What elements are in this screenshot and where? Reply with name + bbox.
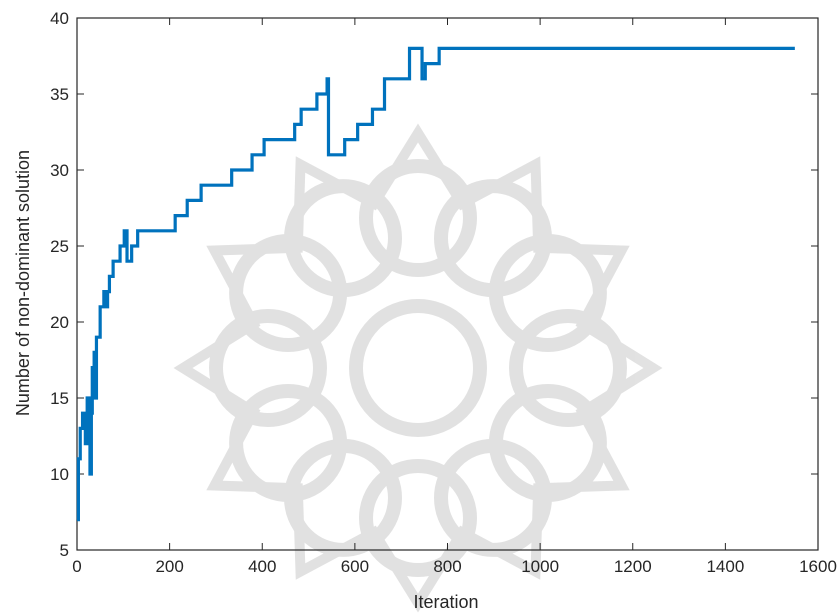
watermark-petal xyxy=(284,179,402,298)
watermark-petal xyxy=(509,309,627,427)
y-tick-label: 20 xyxy=(50,313,69,332)
y-tick-label: 35 xyxy=(50,85,69,104)
x-tick-label: 400 xyxy=(248,557,276,576)
watermark-ornament xyxy=(173,123,663,613)
watermark-petal xyxy=(488,234,607,352)
watermark-petal xyxy=(229,234,348,352)
x-tick-label: 600 xyxy=(341,557,369,576)
y-tick-label: 15 xyxy=(50,389,69,408)
watermark-petal xyxy=(229,384,348,502)
watermark-petal xyxy=(488,384,607,502)
x-axis-label: Iteration xyxy=(413,592,478,612)
x-tick-label: 1000 xyxy=(521,557,559,576)
x-tick-label: 200 xyxy=(155,557,183,576)
y-tick-label: 25 xyxy=(50,237,69,256)
x-tick-label: 1200 xyxy=(614,557,652,576)
y-tick-label: 5 xyxy=(60,541,69,560)
watermark-petal xyxy=(434,179,552,298)
y-tick-label: 40 xyxy=(50,9,69,28)
series-layer xyxy=(76,46,795,522)
y-tick-label: 10 xyxy=(50,465,69,484)
x-tick-label: 1400 xyxy=(706,557,744,576)
watermark-star xyxy=(173,123,663,613)
watermark-petal xyxy=(359,459,477,577)
axis-ticks: 0 200 400 600 800 1000 1200 1400 1600 5 10 15 20 25 30… xyxy=(50,9,837,576)
y-tick-label: 30 xyxy=(50,161,69,180)
x-tick-label: 1600 xyxy=(799,557,837,576)
x-tick-label: 800 xyxy=(433,557,461,576)
series-line xyxy=(76,46,795,522)
watermark-center xyxy=(349,299,487,437)
y-axis-label: Number of non-dominant solution xyxy=(13,150,33,416)
x-tick-label: 0 xyxy=(72,557,81,576)
watermark-petal xyxy=(359,159,477,277)
watermark-petal xyxy=(209,309,327,427)
